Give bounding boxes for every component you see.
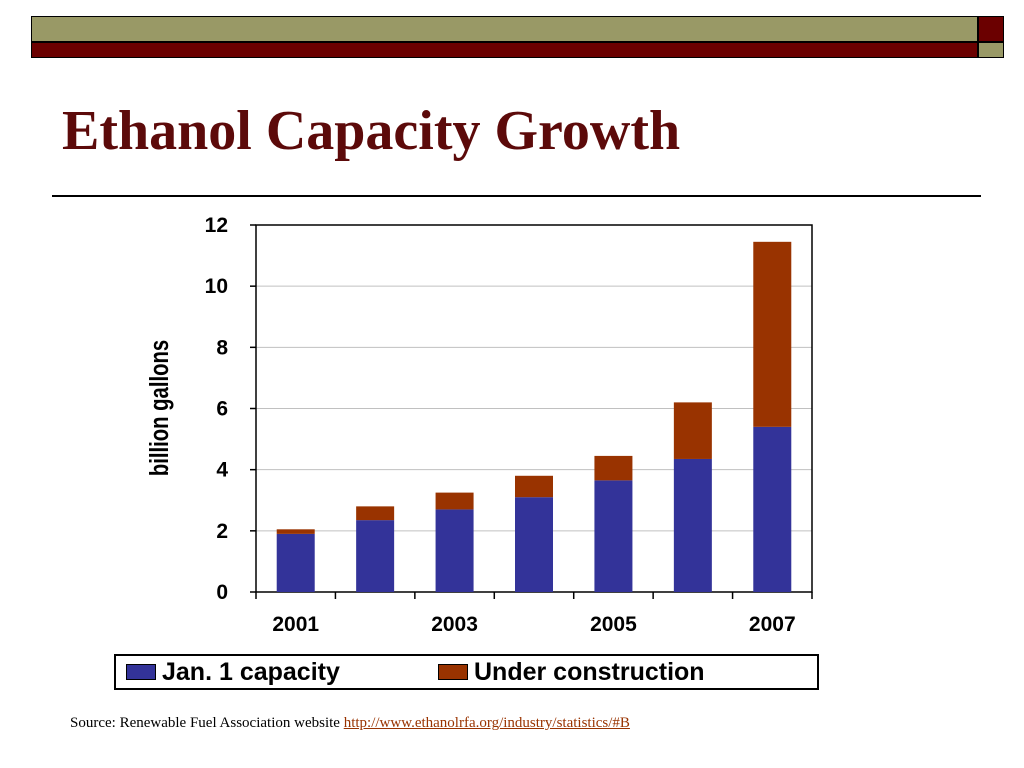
source-prefix: Source: Renewable Fuel Association websi… [70, 715, 340, 731]
y-tick-label: 12 [205, 214, 228, 237]
slide-title: Ethanol Capacity Growth [62, 100, 681, 162]
legend-label-construction: Under construction [474, 658, 705, 686]
chart-legend: Jan. 1 capacity Under construction [114, 654, 819, 690]
y-tick-label: 6 [216, 398, 228, 421]
source-note: Source: Renewable Fuel Association websi… [70, 715, 630, 732]
bar-construction [594, 455, 633, 481]
bar-construction [276, 529, 315, 534]
bar-construction [356, 506, 395, 521]
header-band-olive [31, 16, 978, 42]
bar-capacity [356, 520, 395, 592]
y-tick-label: 10 [205, 275, 228, 298]
title-divider [52, 195, 981, 197]
y-tick-label: 4 [216, 459, 228, 482]
x-tick-label: 2005 [590, 613, 637, 636]
legend-swatch-construction [438, 664, 468, 680]
legend-label-capacity: Jan. 1 capacity [162, 658, 340, 686]
bar-capacity [435, 509, 474, 592]
legend-swatch-capacity [126, 664, 156, 680]
bar-construction [673, 402, 712, 459]
bar-capacity [753, 426, 792, 592]
header-corner-olive [978, 42, 1004, 58]
y-tick-label: 2 [216, 520, 228, 543]
x-tick-label: 2007 [749, 613, 796, 636]
bar-construction [515, 475, 553, 498]
header-corner-maroon [978, 16, 1004, 42]
y-tick-label: 0 [216, 581, 228, 604]
bar-capacity [515, 497, 553, 592]
bar-capacity [594, 480, 633, 592]
x-tick-label: 2001 [272, 613, 319, 636]
y-axis-label: billion gallons [145, 340, 174, 476]
bar-capacity [673, 458, 712, 592]
y-tick-label: 8 [216, 336, 228, 359]
header-band-maroon [31, 42, 978, 58]
bar-construction [753, 241, 792, 427]
bar-construction [435, 492, 474, 510]
source-link[interactable]: http://www.ethanolrfa.org/industry/stati… [343, 715, 630, 731]
x-tick-label: 2003 [431, 613, 478, 636]
bar-capacity [276, 533, 315, 592]
